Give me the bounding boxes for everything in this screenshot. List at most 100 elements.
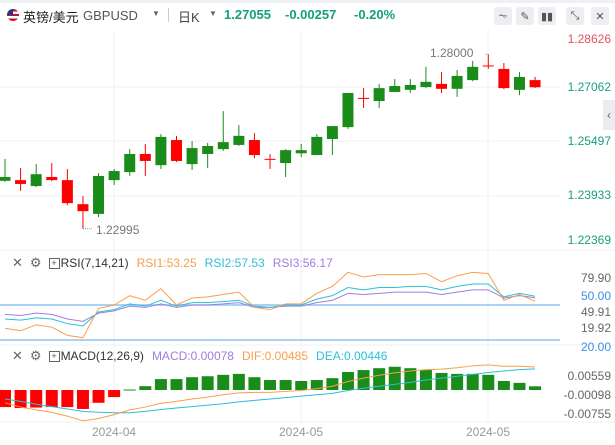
rsi2-line <box>4 283 536 327</box>
symbol-code[interactable]: GBPUSD <box>83 8 138 23</box>
macd-bar <box>435 372 448 390</box>
close-indicator-icon[interactable]: ✕ <box>12 255 23 270</box>
candle-up <box>108 171 120 181</box>
macd-bar <box>232 373 245 390</box>
rsi-header: ✕ ⚙ + RSI(7,14,21) RSI1:53.25 RSI2:57.53… <box>12 255 333 271</box>
candle-up <box>280 150 292 164</box>
candle-down <box>61 180 73 204</box>
macd-bar <box>497 380 510 390</box>
candle-up <box>513 76 525 90</box>
last-price: 1.27055 <box>224 7 271 22</box>
macd-bar <box>529 386 542 390</box>
symbol-dropdown-caret-icon[interactable]: ▼ <box>152 9 160 18</box>
indicator-icon[interactable]: ⏦ <box>494 7 512 25</box>
price-change: -0.00257 <box>285 7 337 22</box>
dif-value: DIF:0.00485 <box>241 349 309 363</box>
close-indicator-icon[interactable]: ✕ <box>12 348 23 363</box>
draw-icon[interactable]: ✎ <box>516 7 534 25</box>
candle-up <box>295 150 307 154</box>
low-annotation: 1.22995 <box>96 223 140 237</box>
candle-down <box>498 68 510 89</box>
macd-bar <box>310 380 323 390</box>
candle-up <box>124 153 136 173</box>
settings-gear-icon[interactable]: ⚙ <box>29 348 42 363</box>
macd-axis-label: -0.00755 <box>563 407 611 421</box>
candle-up <box>389 86 401 92</box>
rsi3-value: RSI3:56.17 <box>272 256 333 270</box>
candle-up <box>186 148 198 165</box>
collapse-panel-button[interactable]: ‹ <box>603 100 615 130</box>
macd-bar <box>388 366 401 390</box>
candle-up <box>404 84 416 90</box>
rsi1-value: RSI1:53.25 <box>136 256 197 270</box>
macd-bar <box>279 380 292 390</box>
price-change-percent: -0.20% <box>354 7 396 22</box>
rsi1-line <box>4 271 536 339</box>
price-axis-label: 1.27062 <box>567 80 611 94</box>
settings-gear-icon[interactable]: ⚙ <box>29 255 42 270</box>
macd-bar <box>217 374 230 390</box>
candle-down <box>46 176 58 181</box>
macd-bar <box>451 373 464 390</box>
price-axis-label: 1.23933 <box>567 188 611 202</box>
high-annotation: 1.28000 <box>430 46 474 60</box>
rsi-title: RSI(7,14,21) <box>60 256 129 270</box>
top-border <box>0 0 615 3</box>
candle-down <box>358 97 370 99</box>
macd-plot <box>0 364 542 422</box>
price-axis-label: 1.25497 <box>567 134 611 148</box>
symbol-name[interactable]: 英镑/美元 <box>23 10 79 25</box>
macd-axis-label: 0.00559 <box>567 369 611 383</box>
macd-bar <box>0 390 11 408</box>
candle-down <box>529 80 541 88</box>
expand-box-icon[interactable]: + <box>48 257 60 269</box>
candle-up <box>326 126 338 139</box>
candle-down <box>15 180 27 184</box>
expand-box-icon[interactable]: + <box>48 350 60 362</box>
candle-down <box>264 158 276 160</box>
macd-bar <box>61 390 74 408</box>
candle-style-icon[interactable]: ▮▮ <box>538 7 556 25</box>
dea-line <box>4 368 536 414</box>
macd-bar <box>139 386 152 390</box>
candle-up <box>217 142 229 150</box>
macd-bar <box>201 376 214 390</box>
macd-bar <box>170 379 183 390</box>
macd-bar <box>45 390 58 408</box>
macd-bar <box>92 390 105 403</box>
candle-down <box>170 140 182 161</box>
candle-up <box>30 174 42 187</box>
dif-line <box>4 364 536 422</box>
rsi-axis-label: 19.92 <box>580 321 611 335</box>
header-divider <box>168 8 169 22</box>
price-axis-label: 1.28626 <box>567 32 611 46</box>
price-axis-label: 1.22369 <box>567 233 611 247</box>
macd-title: MACD(12,26,9) <box>60 349 144 363</box>
candle-up <box>467 66 479 81</box>
macd-bar <box>295 380 308 390</box>
rsi-axis-label: 50.00 <box>580 289 611 303</box>
date-label: 2024-05 <box>279 425 324 439</box>
macd-bar <box>76 390 89 409</box>
candle-up <box>0 176 11 181</box>
candle-up <box>93 175 105 214</box>
macd-bar <box>248 377 261 390</box>
date-label: 2024-04 <box>92 425 137 439</box>
rsi2-value: RSI2:57.53 <box>204 256 265 270</box>
dea-value: DEA:0.00446 <box>316 349 388 363</box>
macd-value: MACD:0.00078 <box>151 349 234 363</box>
close-icon[interactable]: ✕ <box>591 7 609 25</box>
macd-bar <box>404 368 417 390</box>
macd-bar <box>108 390 121 398</box>
macd-bar <box>264 380 277 390</box>
macd-bar <box>186 377 199 390</box>
macd-bar <box>326 378 339 390</box>
date-label: 2024-05 <box>466 425 511 439</box>
rsi-lines <box>4 271 536 339</box>
macd-bar <box>14 390 27 409</box>
shrink-icon[interactable]: ⤡ <box>566 7 584 25</box>
rsi-axis-label: 79.90 <box>580 271 611 285</box>
period-selector[interactable]: 日K <box>178 10 200 25</box>
period-dropdown-caret-icon[interactable]: ▼ <box>209 9 217 18</box>
